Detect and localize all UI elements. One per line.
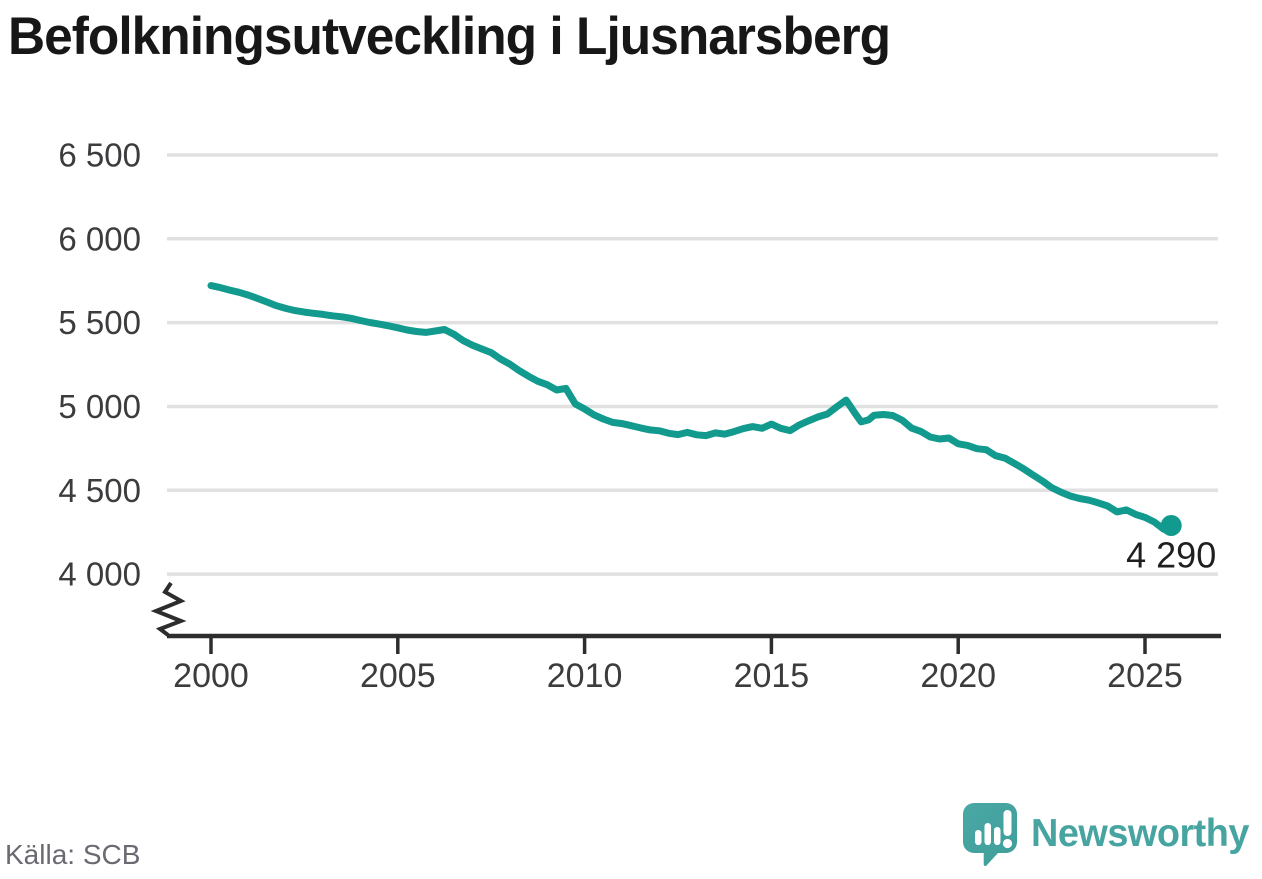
y-tick-label: 5 000: [58, 388, 141, 425]
x-tick-label: 2000: [173, 657, 249, 695]
end-point-value-label: 4 290: [1126, 535, 1216, 576]
y-tick-label: 4 500: [58, 472, 141, 509]
y-tick-label: 6 500: [58, 137, 141, 174]
newsworthy-logo-icon: [963, 803, 1018, 867]
page-title: Befolkningsutveckling i Ljusnarsberg: [8, 7, 891, 66]
axis-break-zigzag-icon: [150, 581, 187, 637]
newsworthy-brand: Newsworthy: [961, 801, 1256, 867]
x-tick-label: 2020: [920, 657, 996, 695]
y-tick-label: 6 000: [58, 220, 141, 257]
brand-name: Newsworthy: [1031, 812, 1250, 855]
end-point-dot: [1160, 515, 1182, 536]
x-tick-label: 2025: [1107, 657, 1183, 695]
source-label: Källa: SCB: [5, 839, 141, 870]
population-line: [207, 282, 1175, 533]
x-tick-label: 2005: [360, 657, 436, 695]
x-tick-label: 2015: [734, 657, 810, 695]
x-tick-label: 2010: [547, 657, 623, 695]
y-tick-label: 5 500: [58, 304, 141, 341]
y-tick-label: 4 000: [58, 556, 141, 593]
